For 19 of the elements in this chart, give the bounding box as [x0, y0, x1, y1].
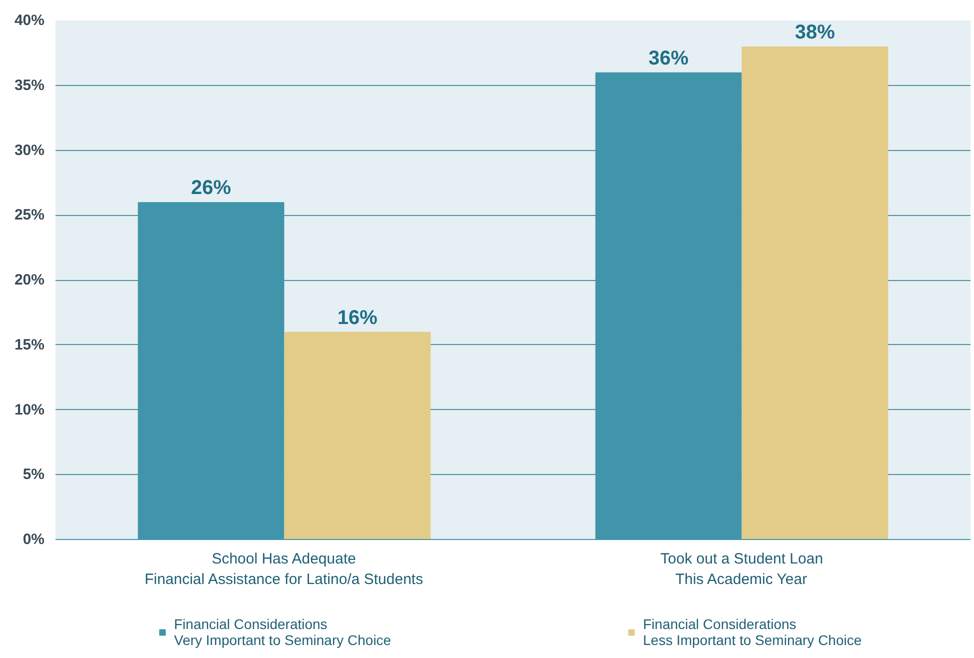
data-label: 26%: [191, 177, 232, 200]
x-tick-label: School Has Adequate Financial Assistance for Latino/a Students: [144, 550, 424, 588]
y-tick-label: 5%: [22, 466, 45, 484]
y-tick-label: 40%: [14, 12, 45, 29]
data-label: 36%: [648, 47, 689, 70]
data-label: 16%: [337, 306, 378, 329]
y-tick-label: 20%: [14, 272, 45, 288]
bar: [284, 332, 431, 540]
y-tick-label: 30%: [14, 142, 45, 159]
bar: [742, 46, 888, 540]
y-tick-label: 0%: [22, 531, 45, 548]
y-tick-label: 15%: [14, 336, 45, 354]
legend-label: Financial Considerations Less Important to Seminary Choice: [643, 615, 863, 650]
x-tick-label: Took out a Student Loan This Academic Year: [660, 550, 824, 588]
legend-label: Financial Considerations Very Important to Seminary Choice: [174, 615, 392, 650]
y-tick-label: 25%: [14, 206, 45, 224]
y-tick-label: 10%: [14, 401, 45, 418]
data-label: 38%: [794, 21, 836, 44]
y-tick-label: 35%: [14, 76, 45, 94]
